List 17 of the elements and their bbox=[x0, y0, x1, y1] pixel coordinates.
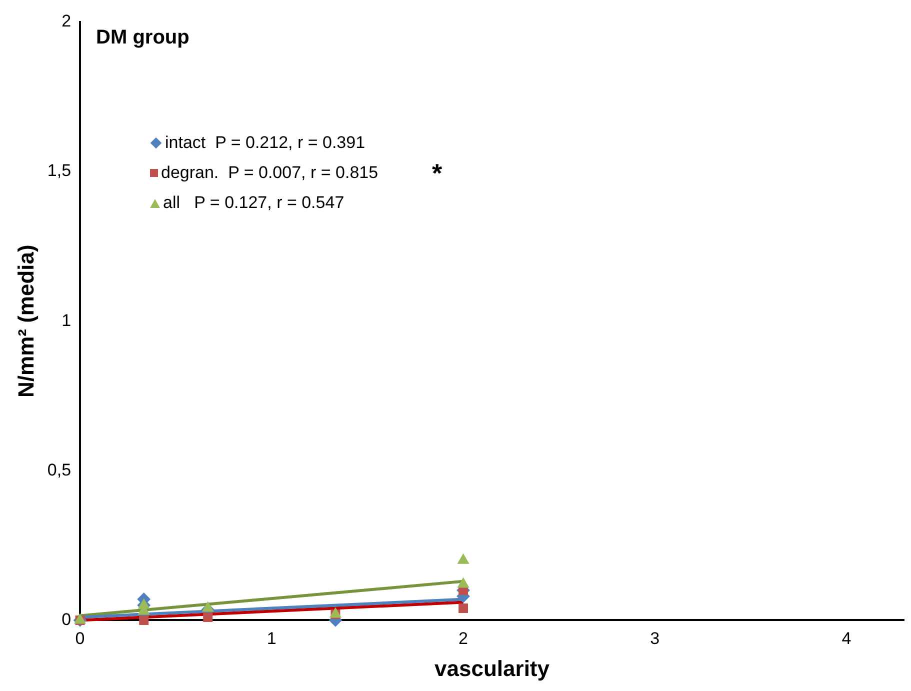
legend-label: intact P = 0.212, r = 0.391 bbox=[165, 132, 366, 154]
y-tick-label: 0,5 bbox=[47, 460, 72, 480]
x-tick-label: 1 bbox=[266, 629, 276, 648]
y-tick-label: 2 bbox=[62, 12, 72, 31]
y-tick-label: 1,5 bbox=[47, 161, 72, 180]
legend-label: all P = 0.127, r = 0.547 bbox=[163, 192, 344, 214]
legend-label: degran. P = 0.007, r = 0.815 bbox=[161, 162, 378, 184]
x-tick-label: 3 bbox=[650, 629, 660, 648]
y-tick-label: 1 bbox=[62, 310, 72, 330]
y-axis-title: N/mm² (media) bbox=[13, 244, 38, 398]
x-tick-label: 4 bbox=[842, 629, 852, 648]
y-tick-label: 0 bbox=[62, 610, 72, 629]
x-tick-label: 0 bbox=[75, 629, 85, 648]
x-axis-title: vascularity bbox=[434, 656, 550, 681]
chart-title: DM group bbox=[96, 26, 190, 49]
x-tick-label: 2 bbox=[458, 629, 468, 648]
annotation: * bbox=[432, 157, 442, 190]
